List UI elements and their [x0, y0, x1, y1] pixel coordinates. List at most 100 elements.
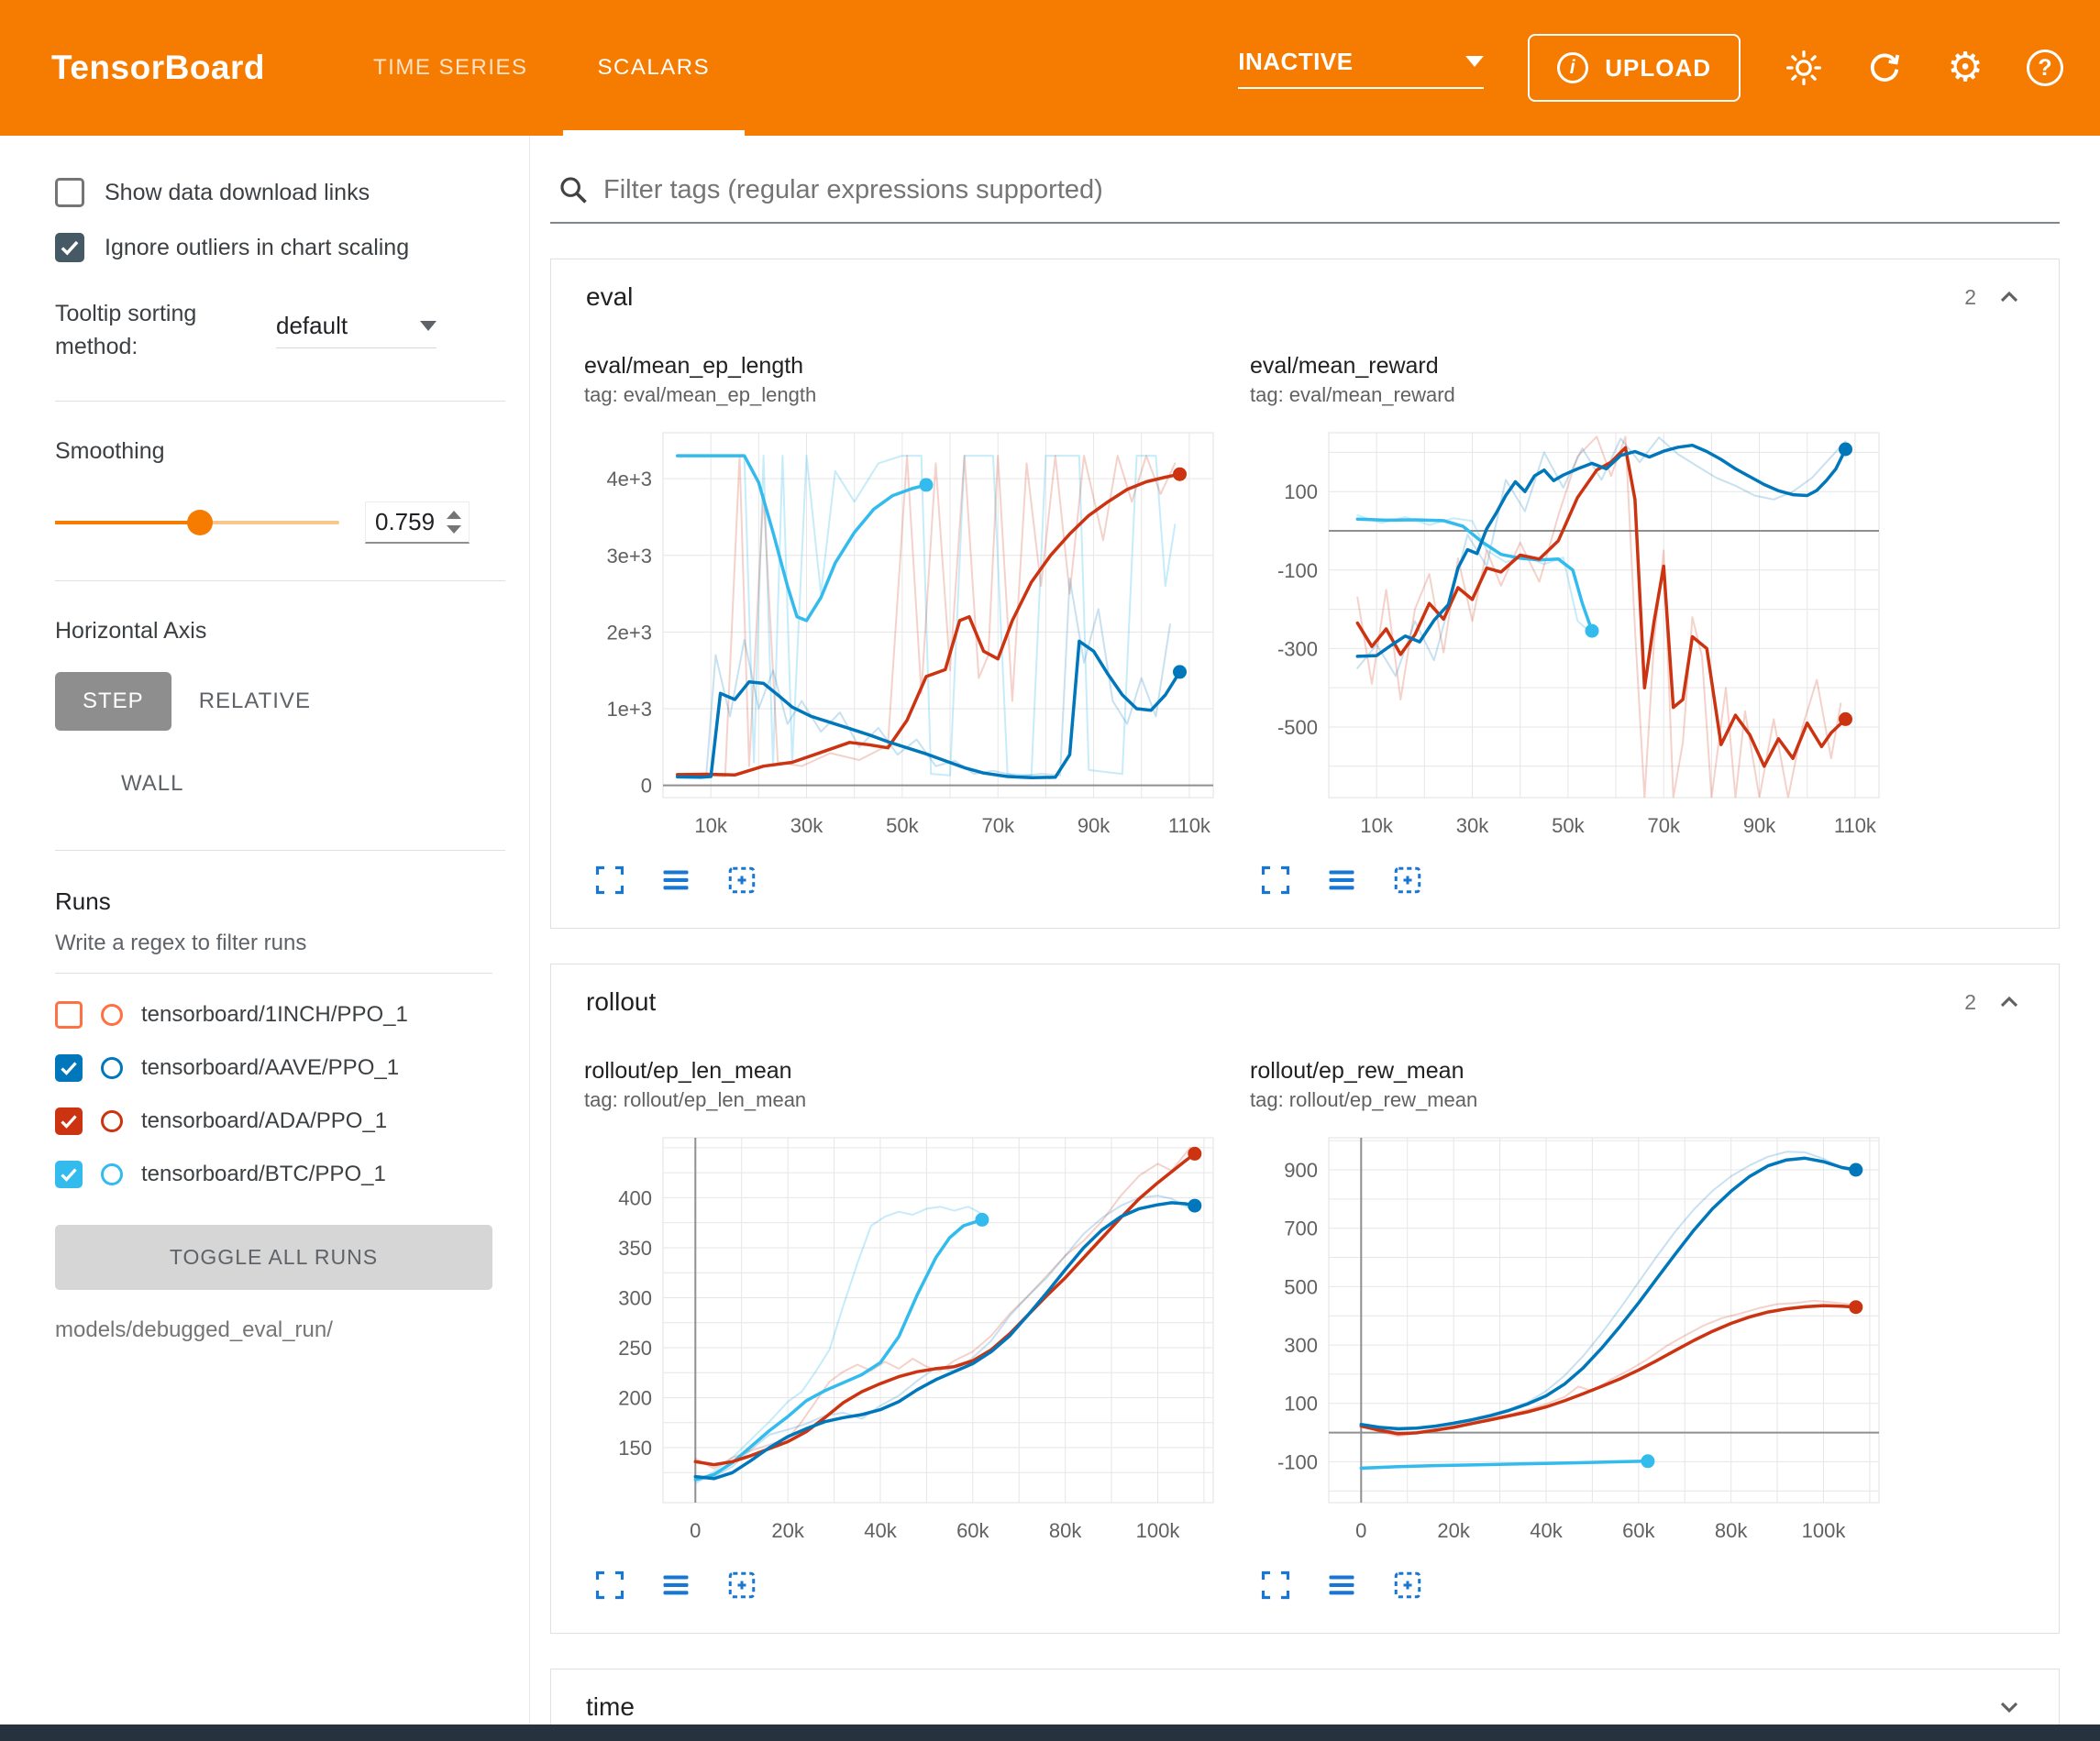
tag-filter — [550, 167, 2060, 224]
brightness-icon[interactable] — [1785, 49, 1823, 87]
smoothing-value-box — [365, 501, 470, 544]
svg-text:110k: 110k — [1834, 814, 1877, 837]
chart-tag: tag: eval/mean_ep_length — [584, 383, 817, 406]
svg-text:70k: 70k — [981, 814, 1014, 837]
show-download-links-row[interactable]: Show data download links — [55, 178, 492, 207]
smoothing-controls — [55, 501, 492, 544]
section-title: rollout — [586, 987, 657, 1016]
svg-text:3e+3: 3e+3 — [606, 545, 652, 567]
run-solo-radio[interactable] — [101, 1163, 123, 1185]
data-table-icon[interactable] — [1325, 864, 1358, 897]
expand-chart-icon[interactable] — [593, 864, 626, 897]
header-tabs: TIME SERIES SCALARS — [338, 0, 746, 136]
run-solo-radio[interactable] — [101, 1056, 123, 1079]
run-solo-radio[interactable] — [101, 1109, 123, 1132]
chart-actions — [1259, 1569, 1892, 1602]
chart-actions — [593, 864, 1226, 897]
chevron-up-icon[interactable] — [1995, 282, 2024, 312]
tooltip-sorting-dropdown[interactable]: default — [276, 312, 437, 349]
expand-chart-icon[interactable] — [1259, 1569, 1292, 1602]
show-download-links-checkbox[interactable] — [55, 178, 84, 207]
run-checkbox[interactable] — [55, 1053, 83, 1082]
axis-option-wall[interactable]: WALL — [94, 755, 211, 813]
chart-actions — [1259, 864, 1892, 897]
settings-icon[interactable]: ⚙ — [1947, 45, 1984, 90]
svg-text:150: 150 — [618, 1437, 652, 1460]
divider — [55, 400, 505, 402]
svg-text:200: 200 — [618, 1387, 652, 1410]
upload-button[interactable]: i UPLOAD — [1528, 34, 1741, 102]
line-chart[interactable]: 0 20k 40k 60k 80k 100k 150 200 250 300 350 400 — [584, 1123, 1226, 1554]
line-chart[interactable]: 10k 30k 50k 70k 90k 110k 100 -100 -300 -500 — [1250, 418, 1892, 849]
section-header-rollout[interactable]: rollout 2 — [551, 964, 2059, 1040]
fit-domain-icon[interactable] — [1391, 864, 1424, 897]
refresh-icon[interactable] — [1865, 49, 1904, 87]
ignore-outliers-row[interactable]: Ignore outliers in chart scaling — [55, 233, 492, 262]
data-table-icon[interactable] — [659, 1569, 692, 1602]
spinner-down-icon[interactable] — [447, 524, 461, 534]
fit-domain-icon[interactable] — [725, 1569, 758, 1602]
divider — [55, 579, 505, 581]
tab-time-series[interactable]: TIME SERIES — [373, 55, 528, 80]
axis-option-relative[interactable]: RELATIVE — [171, 672, 338, 731]
chart-card: rollout/ep_len_mean tag: rollout/ep_len_m… — [584, 1049, 1226, 1602]
smoothing-slider[interactable] — [55, 509, 339, 535]
run-row[interactable]: tensorboard/1INCH/PPO_1 — [55, 988, 492, 1041]
section-header-eval[interactable]: eval 2 — [551, 259, 2059, 335]
tab-scalars[interactable]: SCALARS — [562, 0, 746, 136]
smoothing-input[interactable] — [375, 507, 447, 536]
svg-text:100k: 100k — [1136, 1519, 1181, 1542]
app-header: TensorBoard TIME SERIES SCALARS INACTIVE … — [0, 0, 2100, 136]
run-solo-radio[interactable] — [101, 1003, 123, 1026]
charts-row: rollout/ep_len_mean tag: rollout/ep_len_m… — [551, 1040, 2059, 1633]
data-table-icon[interactable] — [659, 864, 692, 897]
run-checkbox[interactable] — [55, 1107, 83, 1135]
svg-text:-100: -100 — [1277, 559, 1318, 582]
svg-text:10k: 10k — [1360, 814, 1393, 837]
expand-chart-icon[interactable] — [1259, 864, 1292, 897]
caret-down-icon — [1465, 56, 1485, 67]
runs-filter-input[interactable] — [55, 915, 492, 974]
slider-fill — [55, 520, 201, 524]
settings-sidebar: Show data download links Ignore outliers… — [0, 136, 530, 1724]
status-label: INACTIVE — [1238, 47, 1354, 75]
charts-row: eval/mean_ep_length tag: eval/mean_ep_len… — [551, 335, 2059, 928]
line-chart[interactable]: 0 20k 40k 60k 80k 100k -100 100 300 500 700 900 — [1250, 1123, 1892, 1554]
data-table-icon[interactable] — [1325, 1569, 1358, 1602]
line-chart[interactable]: 10k 30k 50k 70k 90k 110k 0 1e+3 2e+3 3e+3 4e+3 — [584, 418, 1226, 849]
svg-text:1e+3: 1e+3 — [606, 698, 652, 721]
run-checkbox[interactable] — [55, 1000, 83, 1029]
axis-option-step[interactable]: STEP — [55, 671, 171, 731]
main-content: eval 2 eval/mean_ep_length tag: eval/mean… — [530, 136, 2100, 1724]
svg-text:10k: 10k — [694, 814, 727, 837]
section-header-time[interactable]: time — [551, 1669, 2059, 1724]
svg-text:300: 300 — [618, 1286, 652, 1309]
chevron-up-icon[interactable] — [1995, 987, 2024, 1017]
svg-text:80k: 80k — [1049, 1519, 1082, 1542]
section-title: time — [586, 1692, 635, 1721]
fit-domain-icon[interactable] — [1391, 1569, 1424, 1602]
run-row[interactable]: tensorboard/ADA/PPO_1 — [55, 1095, 492, 1148]
info-icon: i — [1557, 52, 1589, 83]
ignore-outliers-checkbox[interactable] — [55, 233, 84, 262]
section-count: 2 — [1964, 284, 1976, 309]
tag-filter-input[interactable] — [603, 174, 2052, 205]
smoothing-label: Smoothing — [55, 437, 165, 464]
run-row[interactable]: tensorboard/BTC/PPO_1 — [55, 1148, 492, 1201]
fit-domain-icon[interactable] — [725, 864, 758, 897]
run-checkbox[interactable] — [55, 1160, 83, 1188]
section-card-time: time — [550, 1669, 2060, 1724]
help-icon[interactable]: ? — [2027, 50, 2063, 86]
slider-thumb[interactable] — [187, 509, 214, 535]
svg-text:70k: 70k — [1647, 814, 1680, 837]
chevron-down-icon[interactable] — [1995, 1692, 2024, 1722]
svg-text:350: 350 — [618, 1237, 652, 1260]
status-dropdown[interactable]: INACTIVE — [1238, 47, 1485, 89]
spinner-up-icon[interactable] — [447, 510, 461, 519]
run-row[interactable]: tensorboard/AAVE/PPO_1 — [55, 1041, 492, 1095]
toggle-all-runs-button[interactable]: TOGGLE ALL RUNS — [55, 1224, 492, 1290]
svg-text:0: 0 — [641, 775, 652, 798]
spinner — [447, 510, 461, 534]
expand-chart-icon[interactable] — [593, 1569, 626, 1602]
svg-text:700: 700 — [1284, 1218, 1318, 1240]
